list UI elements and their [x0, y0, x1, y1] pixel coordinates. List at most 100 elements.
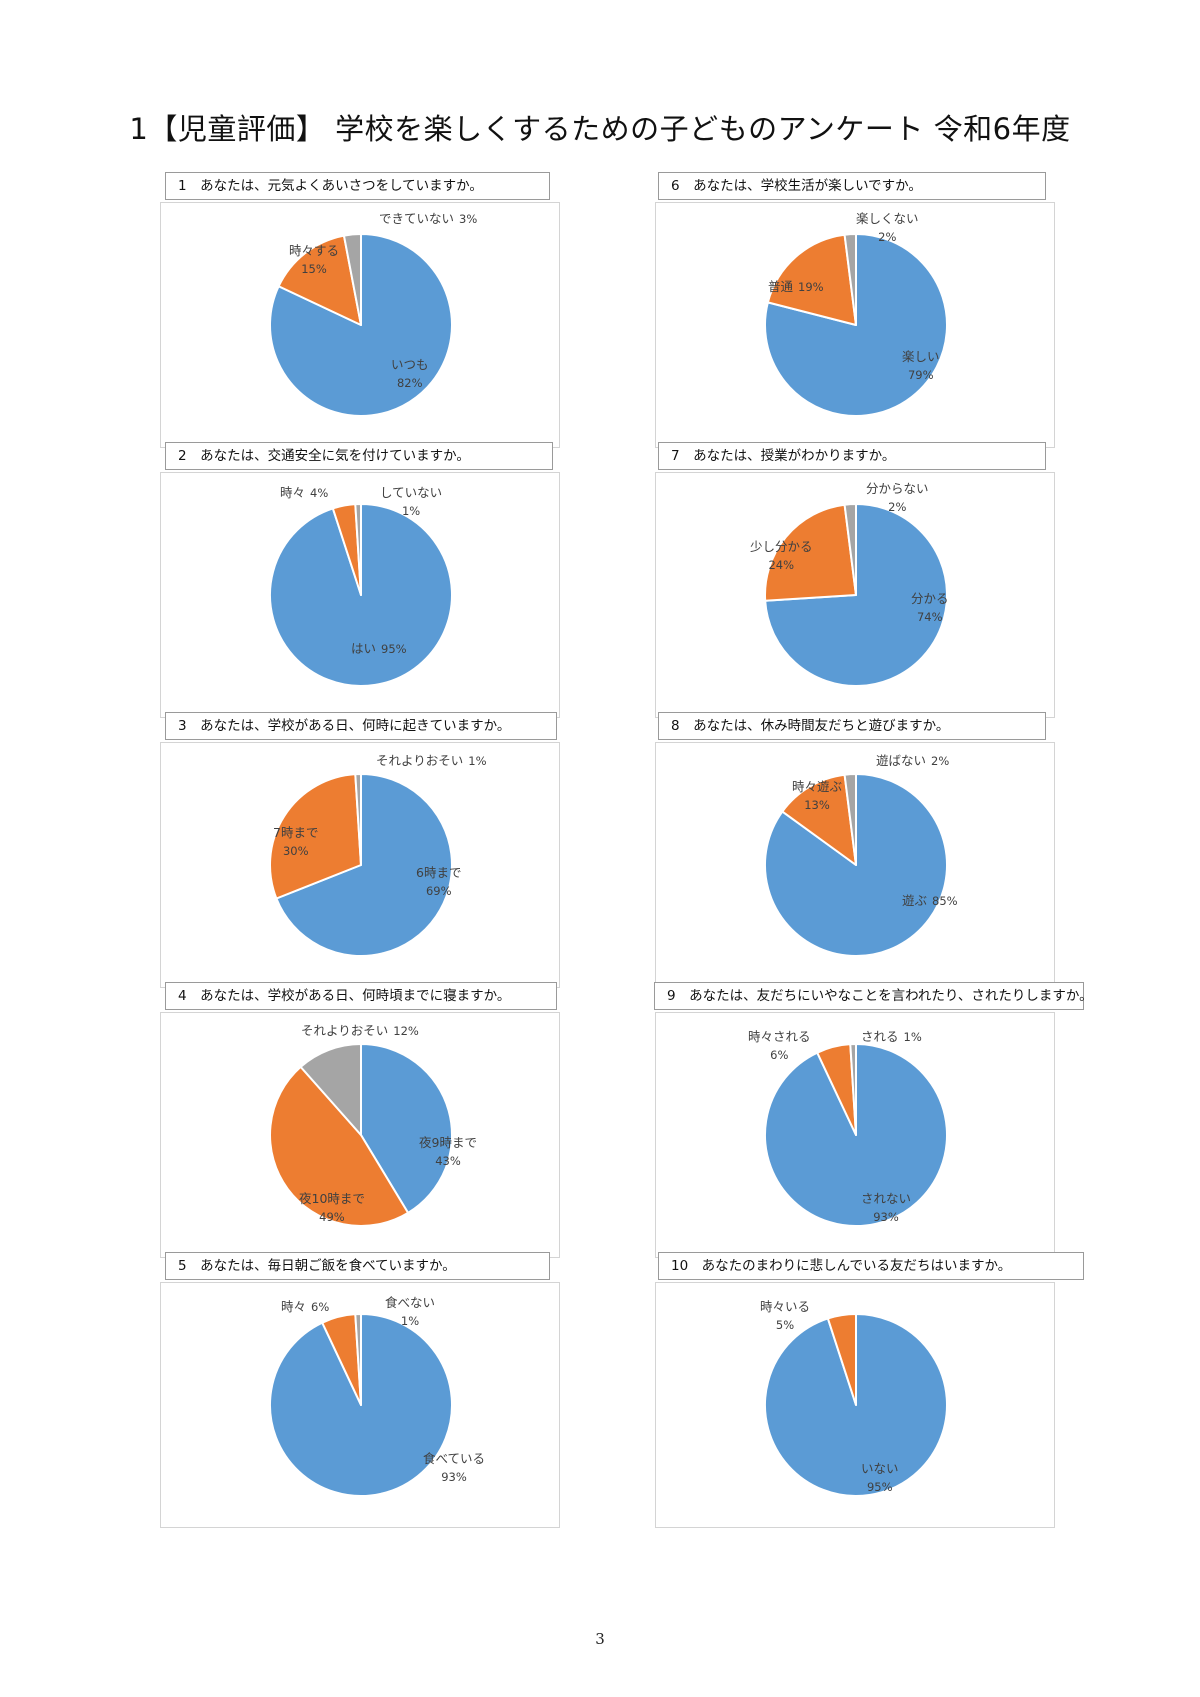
- slice-name: 時々: [281, 1299, 307, 1314]
- pie-svg: [268, 233, 453, 417]
- pie-chart-6: 楽しい 79% 普通 19% 楽しくない 2%: [655, 202, 1055, 448]
- slice-name: 6時まで: [416, 865, 462, 880]
- chart-question-5: 5 あなたは、毎日朝ご飯を食べていますか。: [165, 1252, 550, 1280]
- slice-name: 夜10時まで: [299, 1191, 365, 1206]
- slice-name: 普通: [768, 279, 794, 294]
- slice-percent: 12%: [393, 1024, 419, 1038]
- pie-slice-2: [826, 1313, 857, 1406]
- slice-name: 時々される: [748, 1029, 811, 1044]
- pie-svg: [764, 1313, 948, 1497]
- slice-percent: 74%: [916, 610, 943, 624]
- slice-name: 時々遊ぶ: [792, 779, 843, 794]
- slice-label-2: 時々 6%: [281, 1297, 329, 1317]
- slice-label-1: いない 95%: [861, 1459, 899, 1497]
- slice-percent: 79%: [907, 368, 934, 382]
- pie-svg: [269, 503, 453, 687]
- pie-chart-1: いつも 82% 時々する 15% できていない 3%: [160, 202, 560, 448]
- pie-slice-2: [269, 773, 362, 900]
- slice-label-3: される 1%: [861, 1027, 922, 1047]
- slice-name: 分かる: [911, 591, 949, 606]
- slice-name: される: [861, 1029, 899, 1044]
- slice-name: されない: [861, 1191, 912, 1206]
- slice-label-2: 時々される 6%: [748, 1027, 811, 1065]
- slice-percent: 13%: [804, 798, 830, 812]
- slice-name: いない: [861, 1461, 899, 1476]
- slice-label-2: 7時まで 30%: [273, 823, 318, 861]
- slice-name: 時々: [280, 485, 306, 500]
- slice-label-3: 分からない 2%: [866, 479, 929, 517]
- chart-question-9: 9 あなたは、友だちにいやなことを言われたり、されたりしますか。: [654, 982, 1093, 1010]
- slice-label-3: それよりおそい 1%: [376, 751, 487, 771]
- slice-percent: 6%: [770, 1048, 789, 1062]
- slice-name: 遊ばない: [876, 753, 927, 768]
- slice-percent: 1%: [468, 754, 487, 768]
- slice-label-1: はい 95%: [351, 639, 407, 659]
- pie-slice-3: [342, 233, 362, 326]
- pie-svg: [764, 773, 948, 957]
- slice-percent: 15%: [301, 262, 327, 276]
- pie-svg: [269, 773, 453, 957]
- slice-label-3: 遊ばない 2%: [876, 751, 949, 771]
- slice-percent: 85%: [932, 894, 958, 908]
- slice-percent: 1%: [903, 1030, 922, 1044]
- slice-name: 楽しくない: [856, 211, 919, 226]
- slice-percent: 5%: [775, 1318, 795, 1332]
- pie-chart-8: 遊ぶ 85% 時々遊ぶ 13% 遊ばない 2%: [655, 742, 1055, 988]
- pie-svg: [269, 1043, 454, 1227]
- slice-percent: 49%: [319, 1210, 345, 1224]
- slice-percent: 43%: [435, 1154, 461, 1168]
- slice-name: 夜9時まで: [419, 1135, 477, 1150]
- slice-label-2: 時々する 15%: [289, 241, 339, 279]
- slice-percent: 24%: [768, 558, 795, 572]
- slice-label-2: 普通 19%: [768, 277, 824, 297]
- pie-slice-3: [843, 773, 857, 866]
- pie-chart-5: 食べている 93% 時々 6% 食べない 1%: [160, 1282, 560, 1528]
- pie-slice-1: [275, 773, 453, 957]
- slice-percent: 82%: [396, 376, 423, 390]
- page-title: 1【児童評価】 学校を楽しくするための子どものアンケート 令和6年度: [129, 112, 1071, 146]
- slice-percent: 2%: [878, 230, 897, 244]
- slice-label-1: 楽しい 79%: [902, 347, 940, 385]
- slice-percent: 4%: [310, 486, 329, 500]
- pie-slice-3: [299, 1043, 362, 1136]
- slice-label-3: 楽しくない 2%: [856, 209, 919, 247]
- chart-question-10: 10 あなたのまわりに悲しんでいる友だちはいますか。: [658, 1252, 1084, 1280]
- slice-name: 遊ぶ: [902, 893, 928, 908]
- slice-label-3: していない 1%: [380, 483, 442, 521]
- slice-name: はい: [351, 641, 377, 656]
- slice-label-1: 食べている 93%: [423, 1449, 485, 1487]
- slice-percent: 2%: [931, 754, 950, 768]
- pie-svg: [764, 233, 948, 417]
- slice-label-2: 夜10時まで 49%: [299, 1189, 365, 1227]
- page-number: 3: [595, 1630, 605, 1648]
- pie-slice-3: [849, 1043, 857, 1136]
- slice-percent: 30%: [282, 844, 309, 858]
- slice-percent: 95%: [866, 1480, 893, 1494]
- slice-name: 少し分かる: [750, 539, 813, 554]
- pie-slice-3: [354, 773, 362, 866]
- chart-question-8: 8 あなたは、休み時間友だちと遊びますか。: [658, 712, 1046, 740]
- pie-slice-2: [781, 773, 857, 866]
- slice-name: 食べない: [385, 1295, 436, 1310]
- chart-question-4: 4 あなたは、学校がある日、何時頃までに寝ますか。: [165, 982, 557, 1010]
- pie-chart-4: 夜9時まで 43% 夜10時まで 49% それよりおそい 12%: [160, 1012, 560, 1258]
- slice-percent: 69%: [425, 884, 452, 898]
- slice-percent: 3%: [459, 212, 478, 226]
- pie-slice-1: [360, 1043, 454, 1214]
- pie-slice-2: [277, 234, 362, 326]
- pie-slice-2: [764, 503, 857, 602]
- pie-svg: [764, 503, 948, 687]
- slice-name: いつも: [391, 357, 429, 372]
- slice-label-1: 分かる 74%: [911, 589, 949, 627]
- slice-percent: 93%: [873, 1210, 899, 1224]
- slice-name: それよりおそい: [301, 1023, 389, 1038]
- slice-percent: 2%: [888, 500, 907, 514]
- pie-chart-10: いない 95% 時々いる 5%: [655, 1282, 1055, 1528]
- chart-question-3: 3 あなたは、学校がある日、何時に起きていますか。: [165, 712, 557, 740]
- chart-question-6: 6 あなたは、学校生活が楽しいですか。: [658, 172, 1046, 200]
- chart-question-2: 2 あなたは、交通安全に気を付けていますか。: [165, 442, 553, 470]
- slice-label-2: 時々 4%: [280, 483, 328, 503]
- slice-percent: 19%: [798, 280, 824, 294]
- pie-chart-2: はい 95% 時々 4% していない 1%: [160, 472, 560, 718]
- slice-percent: 6%: [311, 1300, 330, 1314]
